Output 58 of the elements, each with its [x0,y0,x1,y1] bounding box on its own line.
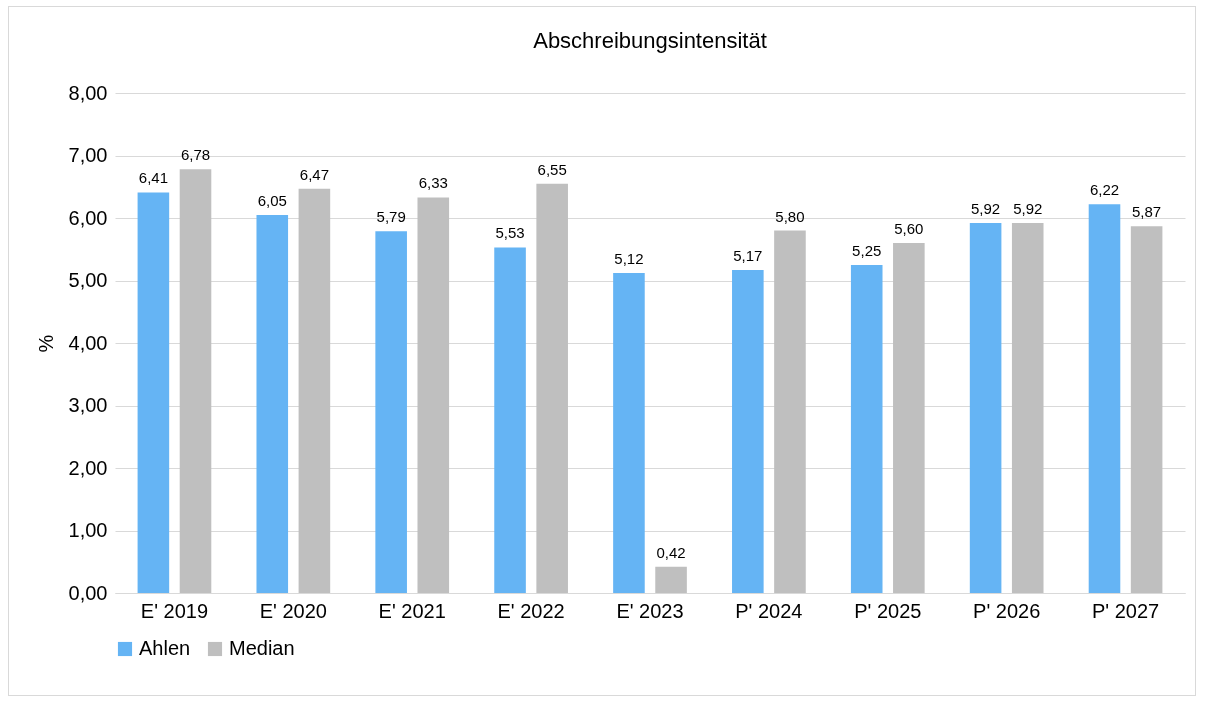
chart-title: Abschreibungsintensität [533,28,767,53]
y-axis-title: % [34,334,57,353]
y-tick-label: 6,00 [68,206,108,229]
bar [1088,204,1121,593]
y-tick-label: 2,00 [68,456,108,479]
bar [256,214,289,593]
bar [893,243,925,593]
x-tick-label: E' 2020 [259,599,327,622]
bar [375,231,407,593]
x-tick-label: P' 2024 [735,599,803,622]
bar [1011,223,1044,593]
data-label: 6,41 [138,169,168,187]
data-label: 5,79 [376,208,406,226]
legend-label: Median [229,637,295,659]
data-label: 5,87 [1132,203,1162,221]
data-label: 5,92 [971,200,1001,217]
data-label: 5,25 [852,241,882,259]
y-tick-label: 7,00 [68,144,108,166]
bar [655,566,687,593]
bar [536,183,568,593]
data-label: 6,78 [180,146,211,164]
x-tick-label: P' 2026 [973,599,1041,622]
data-label: 6,33 [418,174,448,192]
x-tick-label: E' 2019 [140,599,209,622]
bar [774,230,806,593]
data-label: 6,55 [537,160,567,178]
y-tick-label: 1,00 [68,519,108,541]
bar [969,223,1002,593]
data-label: 6,22 [1089,181,1120,199]
bar [494,247,526,593]
y-tick-label: 3,00 [68,394,108,416]
y-tick-label: 8,00 [68,81,108,104]
data-label: 5,92 [1013,200,1043,217]
legend-label: Ahlen [139,637,191,659]
x-tick-label: E' 2021 [378,599,446,622]
x-tick-label: E' 2023 [616,599,684,622]
bar [417,197,450,593]
bar [179,169,212,593]
data-label: 5,80 [775,207,805,225]
x-tick-label: P' 2027 [1091,599,1160,622]
y-tick-label: 0,00 [68,581,108,604]
data-label: 5,12 [614,250,644,267]
data-label: 5,53 [495,224,525,242]
x-tick-label: P' 2025 [854,599,922,622]
bar [298,188,331,593]
bar [613,273,645,593]
bar [1130,226,1163,593]
bar [137,192,170,593]
bar [850,264,883,593]
data-label: 0,42 [656,543,686,561]
y-tick-label: 5,00 [68,269,108,291]
y-tick-label: 4,00 [68,331,108,354]
bar [732,269,764,593]
data-label: 5,60 [894,220,924,237]
x-tick-label: E' 2022 [497,599,565,622]
data-label: 6,05 [257,191,287,209]
data-label: 5,17 [733,246,763,264]
data-label: 6,47 [299,165,329,183]
